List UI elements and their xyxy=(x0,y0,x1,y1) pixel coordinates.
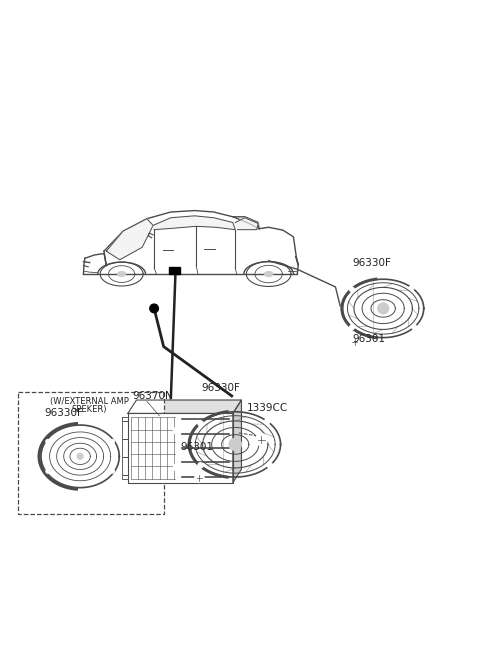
Circle shape xyxy=(412,325,417,329)
Polygon shape xyxy=(107,219,153,260)
Circle shape xyxy=(173,464,181,471)
Polygon shape xyxy=(128,400,241,413)
Text: 96330F: 96330F xyxy=(352,258,391,268)
Text: 96330F: 96330F xyxy=(202,383,240,394)
Circle shape xyxy=(110,440,114,443)
Polygon shape xyxy=(235,217,258,230)
Bar xyxy=(169,267,180,274)
Circle shape xyxy=(46,440,50,443)
Bar xyxy=(128,413,233,483)
Circle shape xyxy=(349,287,355,292)
Circle shape xyxy=(77,453,83,459)
Ellipse shape xyxy=(118,271,126,276)
Circle shape xyxy=(195,473,204,483)
Text: 1339CC: 1339CC xyxy=(247,403,288,413)
Bar xyxy=(18,392,164,514)
Polygon shape xyxy=(153,216,235,230)
Ellipse shape xyxy=(264,271,273,277)
Circle shape xyxy=(46,469,50,474)
Circle shape xyxy=(349,325,355,329)
Text: (W/EXTERNAL AMP: (W/EXTERNAL AMP xyxy=(50,397,129,405)
Text: 96301: 96301 xyxy=(180,441,213,451)
Circle shape xyxy=(350,337,360,346)
Circle shape xyxy=(255,434,268,446)
Circle shape xyxy=(267,462,273,468)
Circle shape xyxy=(198,421,203,426)
Circle shape xyxy=(198,462,203,468)
Circle shape xyxy=(409,286,414,290)
Text: SPEKER): SPEKER) xyxy=(72,405,108,415)
Circle shape xyxy=(264,419,270,424)
Text: 96301: 96301 xyxy=(352,334,385,345)
Circle shape xyxy=(110,469,114,474)
Text: 96370N: 96370N xyxy=(132,392,173,402)
Polygon shape xyxy=(233,400,241,483)
Circle shape xyxy=(229,438,241,451)
Circle shape xyxy=(377,303,389,314)
Polygon shape xyxy=(122,417,128,479)
Text: 96330F: 96330F xyxy=(44,408,83,418)
Polygon shape xyxy=(84,210,298,274)
Circle shape xyxy=(150,304,158,312)
Circle shape xyxy=(173,427,181,434)
Circle shape xyxy=(263,240,275,252)
